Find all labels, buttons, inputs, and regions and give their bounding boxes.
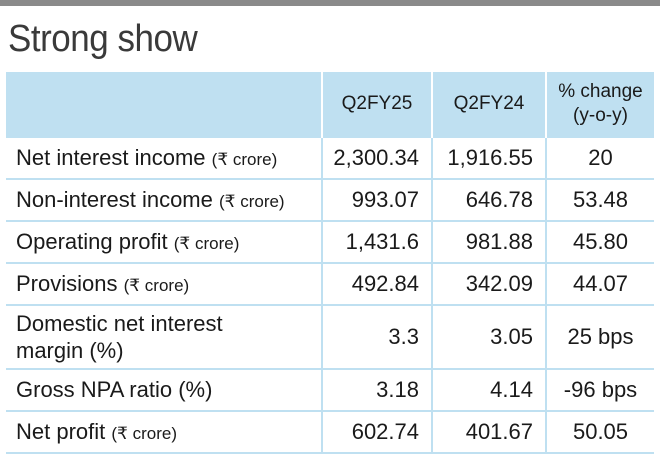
- cell-q2fy25: 2,300.34: [321, 137, 432, 179]
- row-label-text: Domestic net interest: [16, 311, 223, 336]
- row-unit: (₹ crore): [123, 276, 190, 295]
- cell-q2fy24: 401.67: [431, 411, 546, 453]
- cell-q2fy25: 3.3: [321, 305, 432, 369]
- row-label-text-line2: margin (%): [16, 338, 124, 363]
- table-row: Gross NPA ratio (%) 3.18 4.14 -96 bps: [6, 369, 654, 411]
- table-row: Net profit (₹ crore) 602.74 401.67 50.05: [6, 411, 654, 453]
- table-row: Operating profit (₹ crore) 1,431.6 981.8…: [6, 221, 654, 263]
- header-q2fy25: Q2FY25: [321, 72, 432, 137]
- top-rule: [0, 0, 660, 6]
- cell-q2fy24: 1,916.55: [431, 137, 546, 179]
- header-q2fy24: Q2FY24: [431, 72, 546, 137]
- cell-change: 20: [545, 137, 654, 179]
- header-change-line2: (y-o-y): [573, 105, 628, 126]
- table-row: Non-interest income (₹ crore) 993.07 646…: [6, 179, 654, 221]
- row-label: Gross NPA ratio (%): [6, 369, 322, 411]
- row-label-text: Operating profit: [16, 229, 168, 254]
- row-unit: (₹ crore): [173, 234, 240, 253]
- cell-q2fy25: 492.84: [321, 263, 432, 305]
- header-metric: [6, 72, 322, 137]
- row-label: Operating profit (₹ crore): [6, 221, 322, 263]
- header-change: % change (y-o-y): [545, 72, 654, 137]
- cell-change: 50.05: [545, 411, 654, 453]
- cell-q2fy24: 3.05: [431, 305, 546, 369]
- cell-q2fy25: 993.07: [321, 179, 432, 221]
- financial-table: Q2FY25 Q2FY24 % change (y-o-y) Net inter…: [6, 72, 654, 454]
- row-unit: (₹ crore): [219, 192, 285, 211]
- row-unit: (₹ crore): [211, 150, 278, 169]
- row-unit: (₹ crore): [111, 424, 177, 443]
- cell-q2fy24: 4.14: [431, 369, 546, 411]
- table-header-row: Q2FY25 Q2FY24 % change (y-o-y): [6, 72, 654, 137]
- cell-q2fy24: 646.78: [431, 179, 546, 221]
- page-title: Strong show: [8, 18, 198, 60]
- header-change-line1: % change: [558, 81, 643, 102]
- row-label-text: Gross NPA ratio (%): [16, 377, 213, 402]
- row-label-text: Net interest income: [16, 145, 206, 170]
- row-label: Net interest income (₹ crore): [6, 137, 322, 179]
- row-label: Domestic net interest margin (%): [6, 305, 322, 369]
- cell-q2fy25: 3.18: [321, 369, 432, 411]
- table-row: Provisions (₹ crore) 492.84 342.09 44.07: [6, 263, 654, 305]
- cell-change: 25 bps: [545, 305, 654, 369]
- cell-q2fy25: 602.74: [321, 411, 432, 453]
- cell-change: 53.48: [545, 179, 654, 221]
- cell-q2fy24: 981.88: [431, 221, 546, 263]
- row-label: Provisions (₹ crore): [6, 263, 322, 305]
- table-row: Domestic net interest margin (%) 3.3 3.05…: [6, 305, 654, 369]
- row-label-text: Net profit: [16, 419, 106, 444]
- row-label-text: Non-interest income: [16, 187, 213, 212]
- table-row: Net interest income (₹ crore) 2,300.34 1…: [6, 137, 654, 179]
- row-label-text: Provisions: [16, 271, 118, 296]
- cell-change: 45.80: [545, 221, 654, 263]
- cell-q2fy25: 1,431.6: [321, 221, 432, 263]
- row-label: Non-interest income (₹ crore): [6, 179, 322, 221]
- row-label: Net profit (₹ crore): [6, 411, 322, 453]
- cell-q2fy24: 342.09: [431, 263, 546, 305]
- cell-change: 44.07: [545, 263, 654, 305]
- cell-change: -96 bps: [545, 369, 654, 411]
